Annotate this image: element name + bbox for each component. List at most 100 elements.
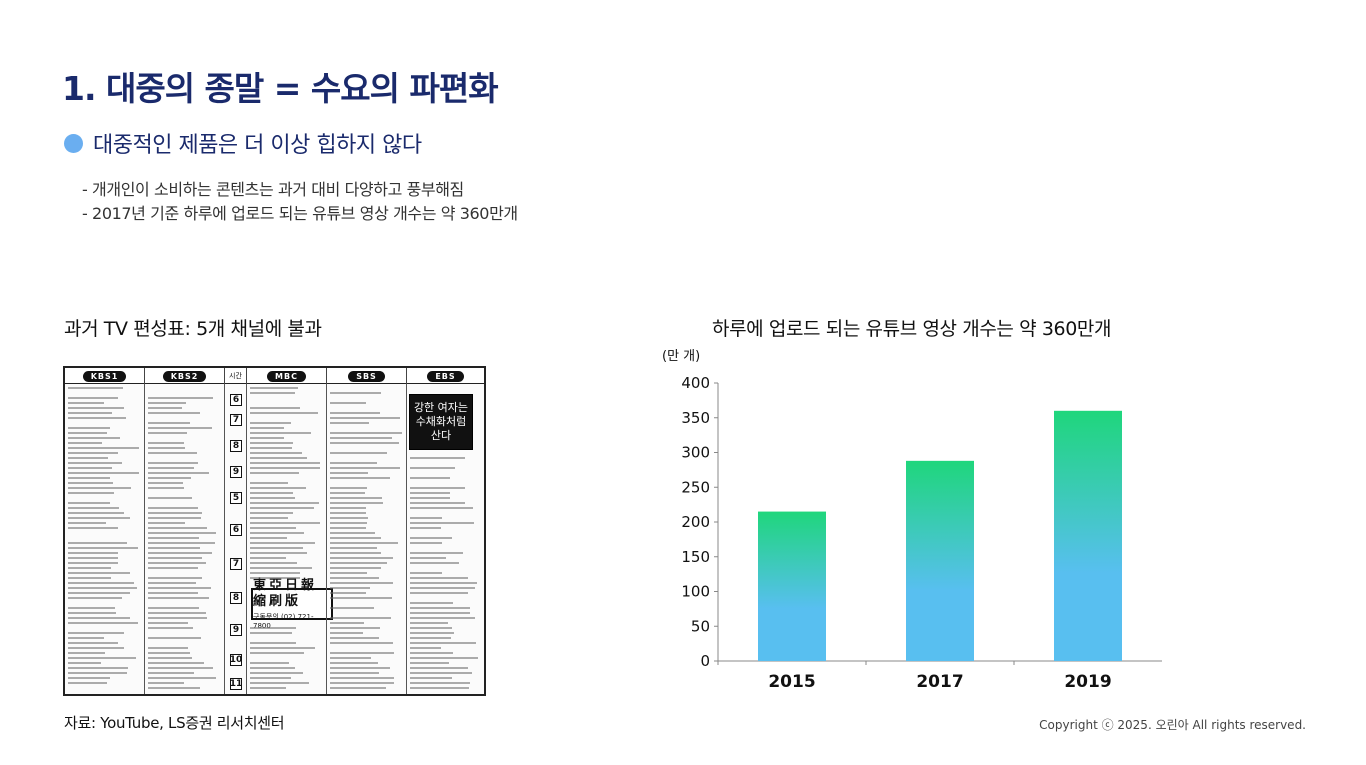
tv-listing-text <box>148 627 193 629</box>
tv-listing-text <box>330 402 366 404</box>
y-tick-label: 100 <box>681 583 710 601</box>
tv-listing-text <box>68 567 111 569</box>
tv-listing-text <box>68 547 138 549</box>
tv-listing-text <box>410 657 478 659</box>
tv-listing-text <box>250 647 315 649</box>
tv-column <box>247 384 327 694</box>
tv-listing-text <box>410 537 452 539</box>
tv-listing-text <box>410 672 472 674</box>
tv-listing-text <box>250 577 300 579</box>
tv-listing-text <box>68 407 124 409</box>
tv-listing-text <box>330 392 381 394</box>
tv-listing-text <box>330 607 374 609</box>
tv-listing-text <box>410 687 469 689</box>
tv-listing-text <box>68 492 114 494</box>
tv-listing-text <box>250 687 286 689</box>
tv-listing-text <box>410 617 475 619</box>
y-tick-label: 400 <box>681 374 710 392</box>
tv-listing-text <box>410 487 465 489</box>
tv-listing-text <box>330 637 379 639</box>
tv-listing-text <box>330 507 366 509</box>
tv-listing-text <box>148 567 198 569</box>
tv-listing-text <box>410 522 474 524</box>
tv-listing-text <box>148 427 212 429</box>
tv-listing-text <box>330 517 368 519</box>
tv-listing-text <box>250 677 291 679</box>
tv-listing-text <box>148 652 190 654</box>
tv-listing-text <box>330 632 363 634</box>
tv-channel: EBS <box>407 368 484 384</box>
tv-listing-text <box>250 492 293 494</box>
tv-listing-text <box>68 672 127 674</box>
tv-listing-text <box>148 512 202 514</box>
tv-listing-text <box>250 672 303 674</box>
tv-hour-marker: 5 <box>230 492 242 504</box>
tv-listing-text <box>330 472 368 474</box>
tv-listing-text <box>410 562 459 564</box>
x-tick-label: 2017 <box>916 672 963 692</box>
tv-listing-text <box>330 687 386 689</box>
tv-channel: SBS <box>327 368 407 384</box>
tv-listing-text <box>250 542 315 544</box>
tv-listing-text <box>250 487 306 489</box>
tv-listing-text <box>148 482 183 484</box>
tv-channel: KBS1 <box>65 368 145 384</box>
tv-listing-text <box>410 592 468 594</box>
tv-listing-text <box>410 602 453 604</box>
tv-listing-text <box>410 667 468 669</box>
tv-listing-text <box>148 587 211 589</box>
tv-listing-text <box>68 452 118 454</box>
tv-listing-text <box>410 467 455 469</box>
tv-listing-text <box>68 662 101 664</box>
tv-listing-text <box>410 477 450 479</box>
tv-listing-text <box>148 462 198 464</box>
tv-listing-text <box>410 497 450 499</box>
tv-listing-text <box>148 497 192 499</box>
tv-listing-text <box>250 392 295 394</box>
tv-listing-text <box>250 502 319 504</box>
tv-listing-text <box>410 637 451 639</box>
tv-listing-text <box>68 642 118 644</box>
bullet-point: - 2017년 기준 하루에 업로드 되는 유튜브 영상 개수는 약 360만개 <box>82 204 518 223</box>
tv-listing-text <box>410 627 452 629</box>
tv-hour-marker: 7 <box>230 558 242 570</box>
tv-listing-text <box>68 437 120 439</box>
tv-hour-marker: 9 <box>230 466 242 478</box>
tv-listing-text <box>250 517 288 519</box>
bar-chart: 0 50 100 150 200 250 300 350 400 2015 2017 2019 <box>650 340 1170 700</box>
tv-listing-text <box>148 577 202 579</box>
tv-listing-text <box>330 522 367 524</box>
tv-listing-text <box>148 557 202 559</box>
tv-listing-text <box>330 532 375 534</box>
tv-listing-text <box>250 447 292 449</box>
tv-listing-text <box>148 657 192 659</box>
tv-listing-text <box>330 562 387 564</box>
tv-listing-text <box>148 402 186 404</box>
tv-listing-text <box>148 487 184 489</box>
tv-listing-text <box>410 502 465 504</box>
tv-listing-text <box>148 472 209 474</box>
tv-listing-text <box>250 557 286 559</box>
bullet-dot-icon <box>64 133 83 153</box>
tv-listing-text <box>410 612 470 614</box>
tv-listing-text <box>330 467 400 469</box>
tv-channel: KBS2 <box>145 368 225 384</box>
tv-listing-text <box>148 542 215 544</box>
bar-chart-svg: 0 50 100 150 200 250 300 350 400 2015 2017 2019 <box>681 374 1162 692</box>
tv-listing-text <box>330 452 387 454</box>
tv-listing-text <box>410 642 476 644</box>
tv-listing-text <box>410 582 477 584</box>
tv-listing-text <box>68 632 124 634</box>
tv-listing-text <box>250 472 299 474</box>
tv-listing-text <box>330 487 367 489</box>
tv-listing-text <box>250 682 309 684</box>
tv-listing-text <box>148 677 216 679</box>
tv-listing-text <box>250 652 304 654</box>
tv-listing-text <box>68 472 139 474</box>
tv-ad-newspaper: 東亞日報 縮刷版 구독문의 (02) 721-7800 <box>251 578 333 630</box>
tv-listing-text <box>410 542 442 544</box>
tv-listing-text <box>148 547 200 549</box>
tv-listing-text <box>330 477 390 479</box>
tv-listing-text <box>148 562 206 564</box>
tv-listing-text <box>68 652 105 654</box>
